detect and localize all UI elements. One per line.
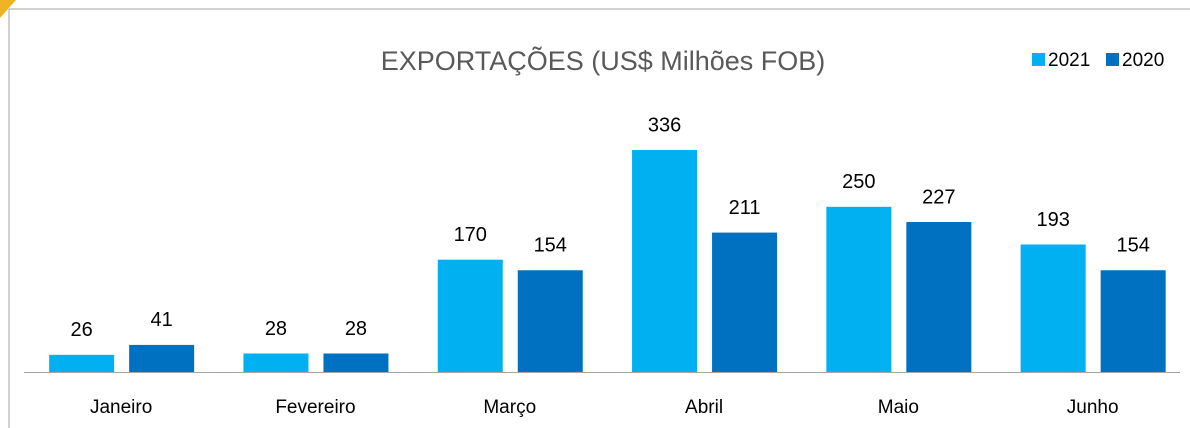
bar <box>49 354 115 372</box>
x-tick-label: Fevereiro <box>275 397 355 418</box>
data-label: 250 <box>842 171 875 193</box>
chart-title: EXPORTAÇÕES (US$ Milhões FOB) <box>381 45 826 76</box>
data-label: 336 <box>648 114 681 136</box>
x-tick-label: Abril <box>685 397 723 418</box>
data-label: 227 <box>922 186 955 208</box>
bar <box>1020 244 1086 372</box>
bar <box>129 344 195 372</box>
data-label: 26 <box>71 319 93 341</box>
bar <box>1100 270 1166 372</box>
legend-label: 2020 <box>1122 50 1164 71</box>
bar <box>437 259 503 372</box>
corner-decor <box>0 0 16 18</box>
bar <box>243 353 309 372</box>
bar <box>712 232 778 372</box>
data-label: 41 <box>151 309 173 331</box>
data-label: 211 <box>729 197 761 219</box>
legend-swatch <box>1032 53 1045 66</box>
legend-label: 2021 <box>1048 50 1090 71</box>
bar <box>323 353 389 372</box>
data-label: 154 <box>534 235 567 257</box>
data-label: 28 <box>265 318 287 340</box>
x-tick-label: Junho <box>1067 397 1119 418</box>
data-label: 193 <box>1036 209 1069 231</box>
data-label: 170 <box>454 224 487 246</box>
x-tick-label: Março <box>483 397 536 418</box>
x-tick-label: Maio <box>878 397 919 418</box>
bar <box>906 222 972 372</box>
bar <box>632 150 698 372</box>
bar <box>826 206 892 372</box>
bar <box>517 270 583 372</box>
data-label: 154 <box>1116 235 1149 257</box>
x-tick-label: Janeiro <box>90 397 152 418</box>
legend-swatch <box>1106 53 1119 66</box>
data-label: 28 <box>345 318 367 340</box>
